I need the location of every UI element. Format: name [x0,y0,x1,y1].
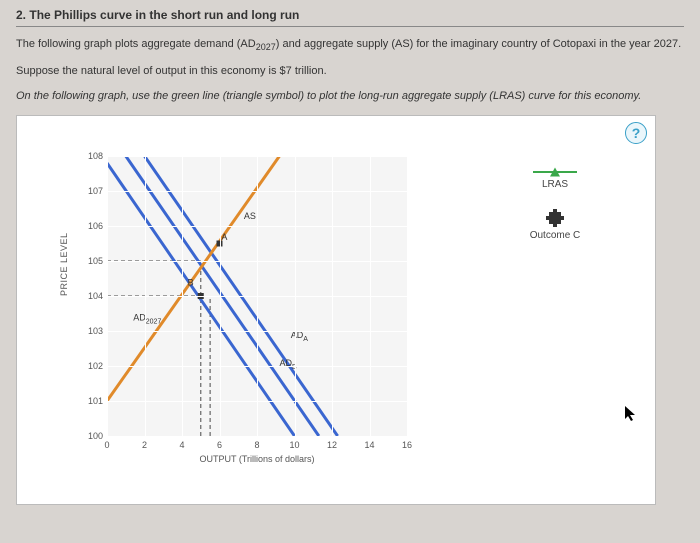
y-tick: 107 [81,186,103,196]
paragraph-2: Suppose the natural level of output in t… [16,64,684,79]
y-tick: 104 [81,291,103,301]
svg-text:AS: AS [244,211,256,221]
question-heading: 2. The Phillips curve in the short run a… [16,8,684,27]
chart[interactable]: PRICE LEVEL ASAD2027ADAADBAB OUTPUT (Tri… [57,146,437,476]
y-tick: 105 [81,256,103,266]
paragraph-1: The following graph plots aggregate dema… [16,37,684,54]
x-tick: 16 [402,440,412,450]
graph-panel: ? PRICE LEVEL ASAD2027ADAADBAB OUTPUT (T… [16,115,656,505]
y-tick: 108 [81,151,103,161]
legend-label-lras: LRAS [505,179,605,190]
x-tick: 6 [217,440,222,450]
para1-part-b: ) and aggregate supply (AS) for the imag… [276,38,681,50]
heading-text: The Phillips curve in the short run and … [29,8,299,22]
instruction-text: On the following graph, use the green li… [16,90,641,102]
svg-text:A: A [221,232,227,242]
plot-area[interactable]: ASAD2027ADAADBAB [107,156,407,436]
x-tick: 8 [254,440,259,450]
heading-number: 2. [16,8,26,22]
legend-label-outcome-c: Outcome C [505,230,605,241]
x-tick: 2 [142,440,147,450]
help-icon[interactable]: ? [625,122,647,144]
svg-text:AD2027: AD2027 [133,312,161,325]
legend-item-lras[interactable]: LRAS [505,171,605,190]
cursor-icon [625,406,637,425]
x-tick: 4 [179,440,184,450]
triangle-icon [533,171,577,173]
x-tick: 14 [364,440,374,450]
x-axis-label: OUTPUT (Trillions of dollars) [107,454,407,464]
instruction: On the following graph, use the green li… [16,89,684,104]
y-tick: 103 [81,326,103,336]
y-tick: 100 [81,431,103,441]
y-tick: 106 [81,221,103,231]
y-tick: 101 [81,396,103,406]
para1-subscript: 2027 [256,42,276,52]
x-tick: 10 [289,440,299,450]
x-tick: 0 [104,440,109,450]
x-tick: 12 [327,440,337,450]
svg-text:B: B [188,277,194,287]
point-marker-icon [549,212,561,224]
y-tick: 102 [81,361,103,371]
para1-part-a: The following graph plots aggregate dema… [16,38,256,50]
legend-item-outcome-c[interactable]: Outcome C [505,212,605,241]
legend: LRAS Outcome C [505,171,605,263]
y-axis-label: PRICE LEVEL [59,232,69,296]
